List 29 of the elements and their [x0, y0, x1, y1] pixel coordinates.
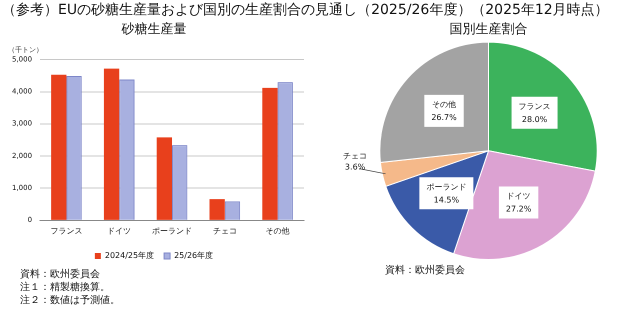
legend-label: 2024/25年度: [104, 251, 154, 260]
text: 資料：欧州委員会: [20, 268, 101, 281]
bar: [104, 68, 120, 220]
x-tick-label: フランス: [50, 226, 82, 236]
slice-label: ポーランド: [426, 182, 466, 192]
x-tick-label: その他: [266, 226, 290, 236]
slice-label: その他: [432, 100, 456, 109]
chart-title: 砂糖生産量: [120, 21, 186, 38]
data-label: 26.7%: [431, 112, 458, 122]
bar: [262, 88, 278, 220]
bar: [51, 74, 66, 220]
data-label: 27.2%: [506, 204, 532, 214]
text: （参考）EUの砂糖生産量および国別の生産割合の見通し（2025/26年度）（2025年12月時点）: [2, 1, 609, 19]
bar: [156, 137, 172, 220]
x-tick-label: チェコ: [212, 226, 237, 236]
x-tick-label: ドイツ: [107, 226, 132, 236]
data-label: 14.5%: [434, 195, 460, 204]
x-tick-label: ポーランド: [152, 226, 192, 236]
chart-title: 国別生産割合: [450, 21, 528, 38]
text: 注２：数値は予測値。: [20, 294, 120, 307]
text: 資料：欧州委員会: [385, 264, 465, 277]
slice-label: ドイツ: [506, 192, 531, 201]
bar: [210, 199, 225, 220]
text: 注１：精製糖換算。: [20, 281, 111, 294]
slice-label: チェコ: [343, 152, 368, 161]
slice-label: フランス: [518, 102, 551, 111]
data-label: 3.6%: [344, 162, 366, 172]
legend-label: 25/26年度: [174, 251, 214, 260]
data-label: 28.0%: [522, 114, 548, 124]
